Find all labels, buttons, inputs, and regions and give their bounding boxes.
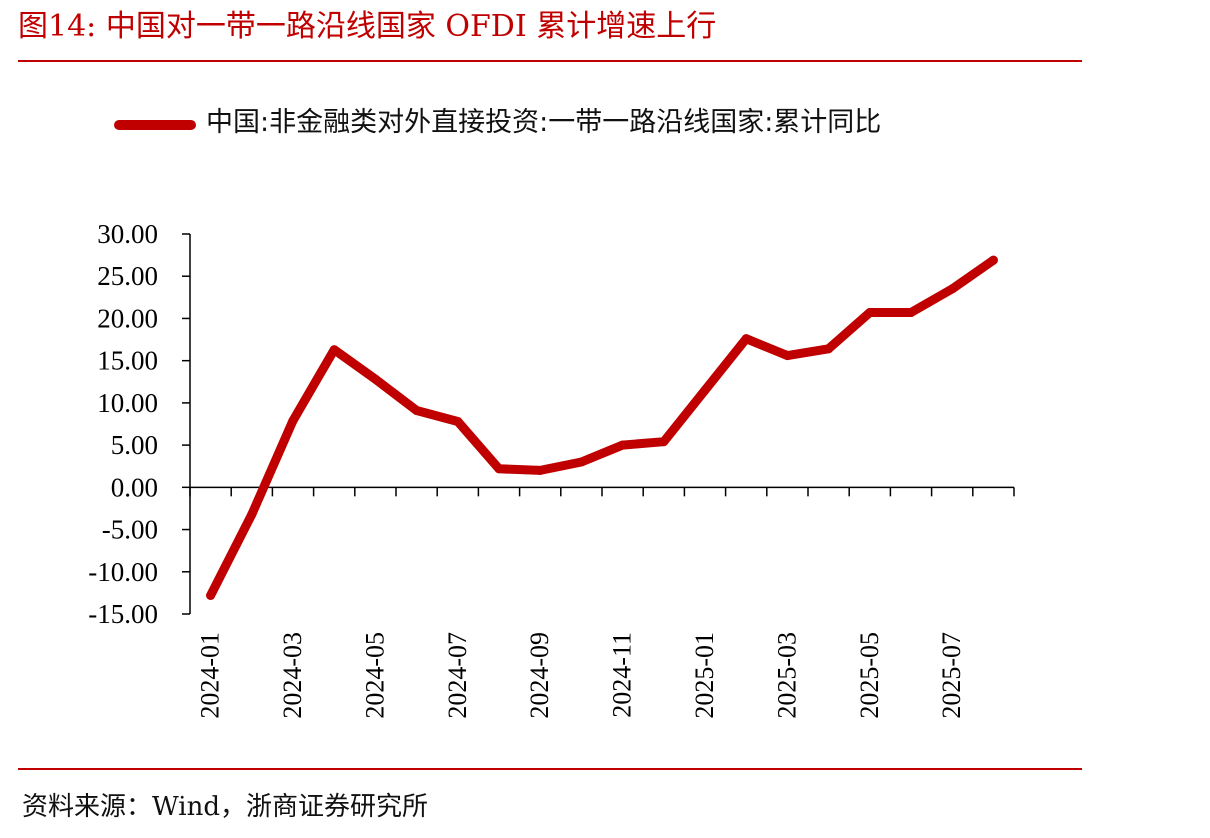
data-point (865, 308, 875, 318)
x-tick-label: 2024-05 (360, 632, 389, 719)
figure-title: 图14: 中国对一带一路沿线国家 OFDI 累计增速上行 (18, 9, 717, 44)
x-tick-label: 2024-09 (525, 632, 554, 719)
data-point (741, 334, 751, 344)
data-point (906, 308, 916, 318)
data-point (700, 385, 710, 395)
x-tick-label: 2025-07 (937, 632, 966, 719)
title-rule (18, 60, 1082, 62)
series-line (206, 255, 998, 600)
x-tick-label: 2025-03 (772, 632, 801, 719)
data-point (494, 464, 504, 474)
data-point (370, 374, 380, 384)
y-tick-label: -15.00 (88, 599, 158, 629)
data-point (824, 344, 834, 354)
data-point (535, 465, 545, 475)
y-tick-label: -5.00 (102, 515, 158, 545)
source-rule (18, 768, 1082, 770)
data-point (247, 509, 257, 519)
y-tick-label: -10.00 (88, 557, 158, 587)
x-tick-label: 2024-01 (196, 632, 225, 719)
legend-swatch (114, 120, 196, 130)
x-tick-label: 2025-05 (855, 632, 884, 719)
y-tick-label: 5.00 (111, 430, 158, 460)
data-point (329, 345, 339, 355)
y-tick-label: 10.00 (97, 388, 158, 418)
data-point (782, 351, 792, 361)
data-point (988, 255, 998, 265)
x-tick-label: 2024-11 (608, 632, 637, 718)
data-point (412, 405, 422, 415)
data-point (947, 284, 957, 294)
data-point (576, 457, 586, 467)
y-tick-label: 25.00 (97, 261, 158, 291)
data-point (288, 416, 298, 426)
x-tick-label: 2025-01 (690, 632, 719, 719)
y-tick-label: 15.00 (97, 346, 158, 376)
data-point (453, 416, 463, 426)
y-tick-label: 0.00 (111, 472, 158, 502)
y-tick-label: 30.00 (97, 219, 158, 249)
legend-label: 中国:非金融类对外直接投资:一带一路沿线国家:累计同比 (206, 107, 882, 138)
data-point (206, 590, 216, 600)
source-note: 资料来源：Wind，浙商证券研究所 (22, 792, 428, 822)
x-tick-label: 2024-03 (278, 632, 307, 719)
y-tick-label: 20.00 (97, 303, 158, 333)
data-point (618, 440, 628, 450)
data-point (659, 437, 669, 447)
x-tick-label: 2024-07 (443, 632, 472, 719)
